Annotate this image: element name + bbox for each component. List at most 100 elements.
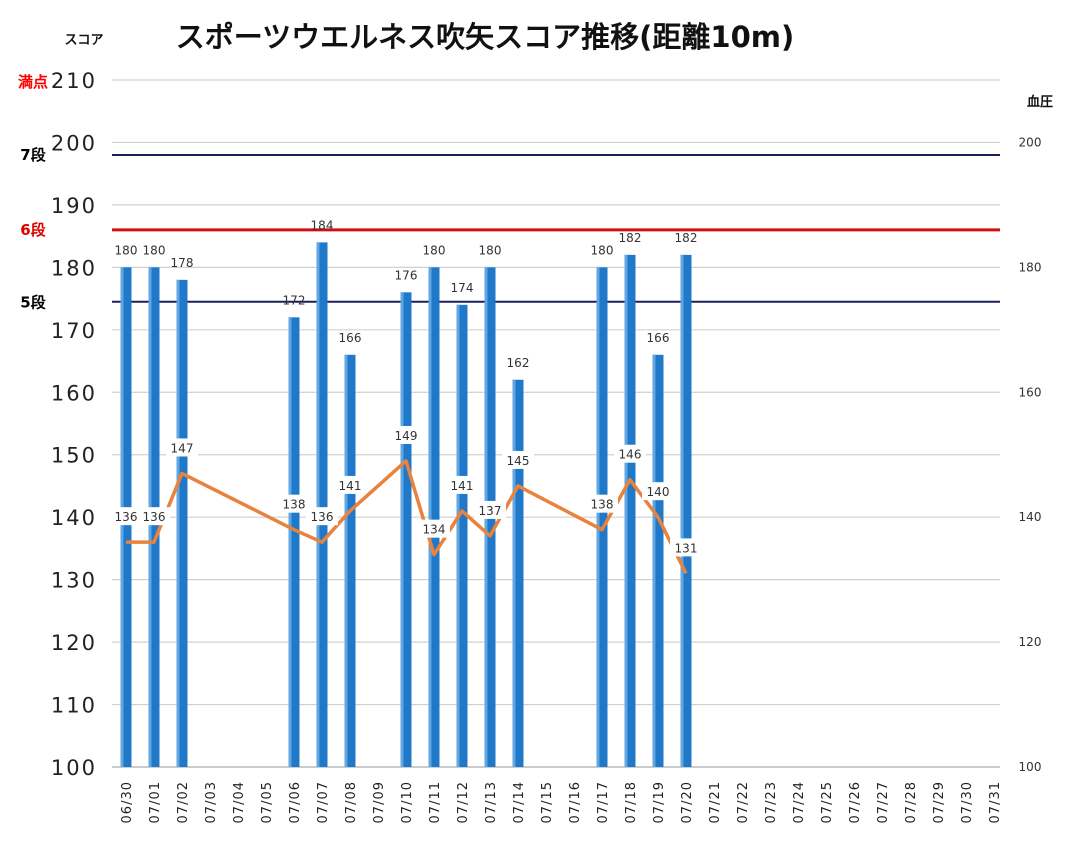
bar: 166 — [339, 331, 362, 767]
bar-value-label: 174 — [451, 281, 474, 295]
line-label-box — [418, 519, 450, 538]
x-tick-label: 07/27 — [876, 781, 891, 823]
bar-value-label: 184 — [311, 218, 334, 232]
x-tick-label: 07/07 — [316, 781, 331, 823]
x-axis: 06/30 07/01 07/02 07/03 07/04 07/05 07/06 07/07… — [120, 781, 1003, 823]
line-label-box — [334, 475, 366, 494]
x-tick-label: 07/01 — [148, 781, 163, 823]
bar-highlight — [316, 242, 320, 767]
line-label-box — [110, 507, 142, 526]
reference-lines: 満点 7段 6段 5段 — [18, 73, 1000, 312]
y2-tick-label: 120 — [1019, 635, 1042, 649]
bar-body — [456, 304, 468, 767]
bar-body — [428, 267, 440, 767]
bar-value-label: 182 — [675, 231, 698, 245]
line-label-box — [278, 494, 310, 513]
line-point: 137 — [474, 500, 506, 519]
x-tick-label: 07/11 — [428, 781, 443, 823]
y-tick-label: 100 — [51, 756, 97, 780]
line-value-label: 146 — [619, 448, 642, 462]
bar-highlight — [624, 254, 628, 767]
line-label-box — [502, 450, 534, 469]
line-value-label: 140 — [647, 485, 670, 499]
line-value-label: 136 — [115, 510, 138, 524]
reference-label: 5段 — [20, 294, 45, 312]
y-tick-label: 120 — [51, 631, 97, 655]
bar: 162 — [507, 356, 529, 767]
bar-value-label: 178 — [171, 256, 194, 270]
y-tick-label: 110 — [51, 694, 97, 718]
bar-value-label: 180 — [423, 243, 446, 257]
x-tick-label: 07/21 — [708, 781, 723, 823]
line-series: 136 136 147 138 136 141 149 134 141 137 145 138 146 1… — [110, 425, 702, 575]
gridlines — [112, 79, 1000, 768]
x-tick-label: 07/17 — [596, 781, 611, 823]
line-point: 138 — [586, 494, 618, 513]
x-tick-label: 07/10 — [400, 781, 415, 823]
line-point: 147 — [166, 438, 198, 457]
line-value-label: 149 — [395, 429, 418, 443]
line-point: 141 — [334, 475, 366, 494]
bar-highlight — [652, 354, 656, 767]
bar-body — [288, 317, 300, 767]
line-point: 136 — [138, 507, 170, 526]
x-tick-label: 07/15 — [540, 781, 555, 823]
bar: 182 — [619, 231, 641, 767]
bar-value-label: 166 — [339, 331, 362, 345]
y2-tick-label: 200 — [1019, 135, 1042, 149]
line-point: 136 — [306, 507, 338, 526]
y2-axis-title: 血圧 — [1027, 94, 1053, 110]
bar-value-label: 176 — [395, 268, 418, 282]
y2-tick-label: 100 — [1019, 760, 1042, 774]
x-tick-label: 07/04 — [232, 781, 247, 823]
bar: 178 — [171, 256, 194, 767]
line-point: 134 — [418, 519, 450, 538]
bar-value-label: 180 — [143, 243, 166, 257]
x-tick-label: 07/16 — [568, 781, 583, 823]
chart-title: スポーツウエルネス吹矢スコア推移(距離10m) — [176, 20, 795, 54]
line-point: 149 — [390, 425, 422, 444]
line-label-box — [670, 538, 702, 557]
bar-value-label: 180 — [479, 243, 502, 257]
y-tick-label: 190 — [51, 194, 97, 218]
bar-highlight — [428, 267, 432, 767]
x-tick-label: 07/30 — [960, 781, 975, 823]
bar: 180 — [143, 243, 166, 767]
y2-axis: 100 120 140 160 180 200 — [1019, 135, 1042, 774]
bar-highlight — [288, 317, 292, 767]
y-tick-label: 130 — [51, 569, 97, 593]
line-label-box — [474, 500, 506, 519]
line-value-label: 147 — [171, 441, 194, 455]
reference-label: 7段 — [20, 146, 45, 164]
bar-body — [400, 292, 412, 767]
x-tick-label: 07/06 — [288, 781, 303, 823]
bar-body — [176, 279, 188, 767]
x-tick-label: 07/31 — [988, 781, 1003, 823]
bar: 172 — [283, 293, 306, 767]
line-point: 141 — [446, 475, 478, 494]
line-label-box — [138, 507, 170, 526]
x-tick-label: 07/14 — [512, 781, 527, 823]
y-tick-label: 150 — [51, 444, 97, 468]
line-value-label: 145 — [507, 454, 530, 468]
bar-body — [652, 354, 664, 767]
y-tick-label: 160 — [51, 381, 97, 405]
y-tick-label: 210 — [51, 69, 97, 93]
bar-body — [512, 379, 524, 767]
bar-value-label: 172 — [283, 293, 306, 307]
bar-value-label: 166 — [647, 331, 670, 345]
line-value-label: 141 — [339, 479, 362, 493]
y-tick-label: 170 — [51, 319, 97, 343]
x-tick-label: 07/09 — [372, 781, 387, 823]
x-tick-label: 07/26 — [848, 781, 863, 823]
bar-body — [344, 354, 356, 767]
line-point: 145 — [502, 450, 534, 469]
x-tick-label: 07/24 — [792, 781, 807, 823]
reference-label: 満点 — [18, 73, 48, 91]
line-value-label: 138 — [591, 498, 614, 512]
line-value-label: 136 — [143, 510, 166, 524]
y2-tick-label: 180 — [1019, 260, 1042, 274]
line-point: 140 — [642, 482, 674, 501]
line-point: 136 — [110, 507, 142, 526]
bar-highlight — [176, 279, 180, 767]
